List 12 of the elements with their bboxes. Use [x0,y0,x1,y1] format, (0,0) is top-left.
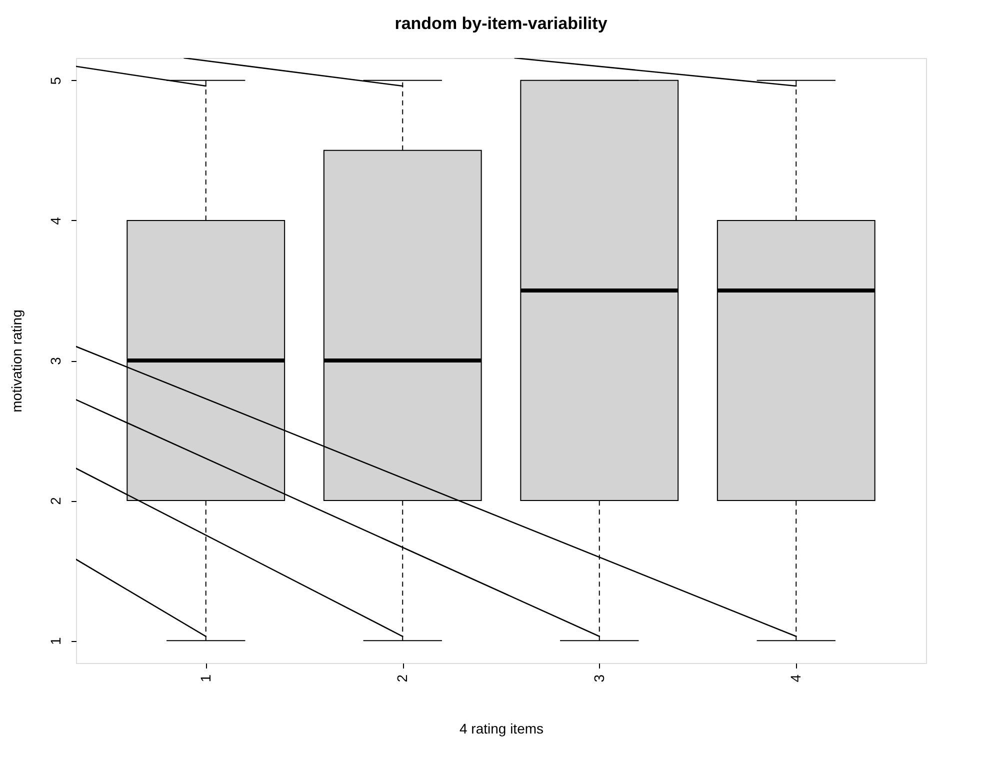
y-axis-title: motivation rating [8,310,24,412]
x-tick-label: 4 [788,674,804,682]
y-tick-label: 1 [48,636,64,645]
x-tick-label: 1 [197,674,214,682]
x-axis-title: 4 rating items [459,720,544,736]
x-tick-label: 2 [394,674,410,682]
y-tick-label: 5 [48,76,64,85]
x-tick-label: 3 [590,674,607,682]
y-tick-label: 2 [48,496,64,505]
chart-title: random by-item-variability [394,14,608,33]
y-tick-label: 3 [48,356,64,365]
y-tick-label: 4 [48,216,64,225]
